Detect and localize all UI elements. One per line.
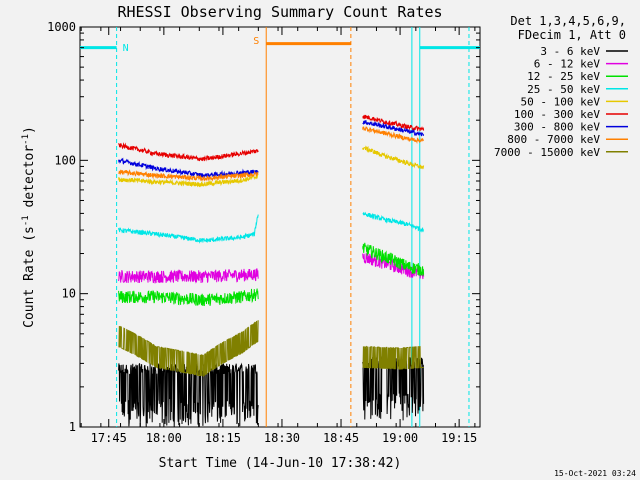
series-7 — [118, 126, 424, 182]
y-tick-label: 1000 — [47, 20, 76, 34]
x-tick-label: 18:15 — [205, 431, 241, 445]
x-tick-label: 18:30 — [264, 431, 300, 445]
series-layer — [118, 114, 425, 427]
series-line-1-part1 — [118, 268, 259, 284]
series-3 — [118, 211, 425, 244]
plot-frame — [79, 26, 481, 428]
legend-label-0: 3 - 6 keV — [540, 45, 600, 58]
series-line-4-part2 — [362, 145, 425, 170]
legend-label-2: 12 - 25 keV — [527, 70, 600, 83]
series-line-3-part2 — [362, 211, 425, 233]
y-tick-label: 100 — [54, 153, 76, 167]
x-tick-label: 18:00 — [146, 431, 182, 445]
night-flag-label: N — [123, 43, 129, 54]
saa-flag-label: S — [253, 36, 259, 47]
series-line-3-part1 — [118, 214, 259, 244]
legend-label-5: 100 - 300 keV — [514, 108, 600, 121]
x-tick-label: 18:45 — [323, 431, 359, 445]
legend-header-line2: FDecim 1, Att 0 — [518, 28, 626, 42]
legend: Det 1,3,4,5,6,9, FDecim 1, Att 0 3 - 6 k… — [494, 14, 628, 159]
legend-label-3: 25 - 50 keV — [527, 83, 600, 96]
x-axis-label: Start Time (14-Jun-10 17:38:42) — [159, 456, 402, 471]
series-8 — [118, 320, 424, 377]
legend-label-8: 7000 - 15000 keV — [494, 146, 600, 159]
chart-title: RHESSI Observing Summary Count Rates — [117, 3, 442, 21]
series-line-0-part1 — [118, 362, 259, 427]
series-4 — [118, 145, 425, 188]
y-tick-label: 10 — [62, 287, 76, 301]
legend-label-1: 6 - 12 keV — [534, 58, 601, 71]
x-tick-label: 19:00 — [382, 431, 418, 445]
legend-header-line1: Det 1,3,4,5,6,9, — [510, 14, 626, 28]
series-line-2-part1 — [118, 288, 259, 307]
legend-label-7: 800 - 7000 keV — [507, 133, 600, 146]
series-line-7-part1 — [118, 169, 259, 182]
series-line-4-part1 — [118, 173, 259, 188]
y-axis-label: Count Rate (s-1 detector-1) — [21, 126, 37, 328]
series-line-5-part1 — [118, 142, 259, 162]
series-line-8-part1 — [118, 320, 259, 377]
series-line-8-part2 — [362, 345, 424, 370]
x-tick-label: 17:45 — [91, 431, 127, 445]
legend-label-6: 300 - 800 keV — [514, 121, 600, 134]
series-line-6-part2 — [362, 120, 425, 137]
tick-layer: 17:45 18:00 18:15 18:30 18:45 19:00 19:15 1 10 10… — [47, 20, 480, 445]
footer-timestamp: 15-Oct-2021 03:24 — [554, 469, 636, 478]
series-line-2-part2 — [362, 242, 425, 277]
x-tick-label: 19:15 — [441, 431, 477, 445]
y-tick-label: 1 — [69, 420, 76, 434]
series-2 — [118, 242, 425, 307]
legend-label-4: 50 - 100 keV — [521, 95, 601, 108]
series-line-7-part2 — [362, 126, 424, 144]
